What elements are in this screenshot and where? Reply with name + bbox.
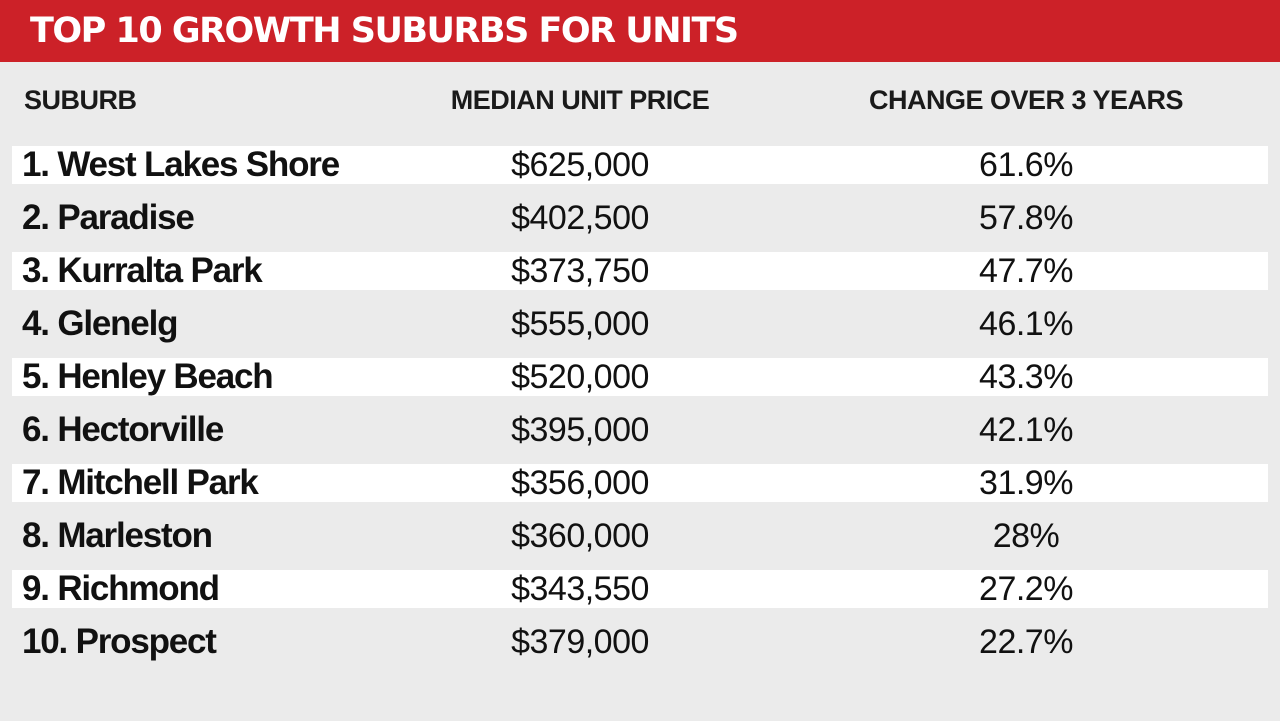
table-row: 10. Prospect $379,000 22.7% [12, 620, 1268, 673]
column-header-change-over-3-years: CHANGE OVER 3 YEARS [868, 85, 1184, 115]
table-body: 1. West Lakes Shore $625,000 61.6% 2. Parad… [12, 143, 1268, 673]
median-price-cell: $625,000 [511, 146, 649, 184]
suburb-cell: 9. Richmond [22, 569, 220, 608]
change-cell: 43.3% [979, 358, 1073, 396]
table-row: 6. Hectorville $395,000 42.1% [12, 408, 1268, 461]
row-stripe [12, 358, 1268, 396]
suburb-cell: 2. Paradise [22, 198, 195, 237]
column-header-suburb: SUBURB [24, 85, 137, 115]
median-price-cell: $373,750 [511, 252, 649, 290]
title-banner: TOP 10 GROWTH SUBURBS FOR UNITS [0, 0, 1280, 62]
suburb-cell: 6. Hectorville [22, 410, 224, 449]
change-cell: 47.7% [979, 252, 1073, 290]
median-price-cell: $555,000 [511, 305, 649, 343]
table-row: 2. Paradise $402,500 57.8% [12, 196, 1268, 249]
row-stripe [12, 146, 1268, 184]
change-cell: 27.2% [979, 570, 1073, 608]
row-stripe [12, 464, 1268, 502]
median-price-cell: $520,000 [511, 358, 649, 396]
table-row: 8. Marleston $360,000 28% [12, 514, 1268, 567]
column-header-median-unit-price: MEDIAN UNIT PRICE [450, 85, 710, 115]
change-cell: 46.1% [979, 305, 1073, 343]
row-stripe [12, 570, 1268, 608]
table-header: SUBURB MEDIAN UNIT PRICE CHANGE OVER 3 Y… [0, 78, 1280, 122]
chart-title: TOP 10 GROWTH SUBURBS FOR UNITS [30, 11, 739, 51]
change-cell: 31.9% [979, 464, 1073, 502]
suburb-cell: 10. Prospect [22, 622, 217, 661]
suburb-cell: 4. Glenelg [22, 304, 178, 343]
change-cell: 57.8% [979, 199, 1073, 237]
row-stripe [12, 252, 1268, 290]
change-cell: 28% [992, 517, 1060, 555]
table-row: 3. Kurralta Park $373,750 47.7% [12, 249, 1268, 302]
suburb-cell: 5. Henley Beach [22, 357, 274, 396]
table-row: 9. Richmond $343,550 27.2% [12, 567, 1268, 620]
table-row: 5. Henley Beach $520,000 43.3% [12, 355, 1268, 408]
change-cell: 22.7% [979, 623, 1073, 661]
suburb-cell: 3. Kurralta Park [22, 251, 263, 290]
change-cell: 42.1% [979, 411, 1073, 449]
median-price-cell: $379,000 [511, 623, 649, 661]
median-price-cell: $356,000 [511, 464, 649, 502]
median-price-cell: $343,550 [511, 570, 649, 608]
table-row: 4. Glenelg $555,000 46.1% [12, 302, 1268, 355]
table-row: 7. Mitchell Park $356,000 31.9% [12, 461, 1268, 514]
median-price-cell: $395,000 [511, 411, 649, 449]
change-cell: 61.6% [979, 146, 1073, 184]
table-row: 1. West Lakes Shore $625,000 61.6% [12, 143, 1268, 196]
suburb-cell: 7. Mitchell Park [22, 463, 259, 502]
median-price-cell: $360,000 [511, 517, 649, 555]
suburb-cell: 1. West Lakes Shore [22, 145, 340, 184]
suburb-cell: 8. Marleston [22, 516, 213, 555]
median-price-cell: $402,500 [511, 199, 649, 237]
